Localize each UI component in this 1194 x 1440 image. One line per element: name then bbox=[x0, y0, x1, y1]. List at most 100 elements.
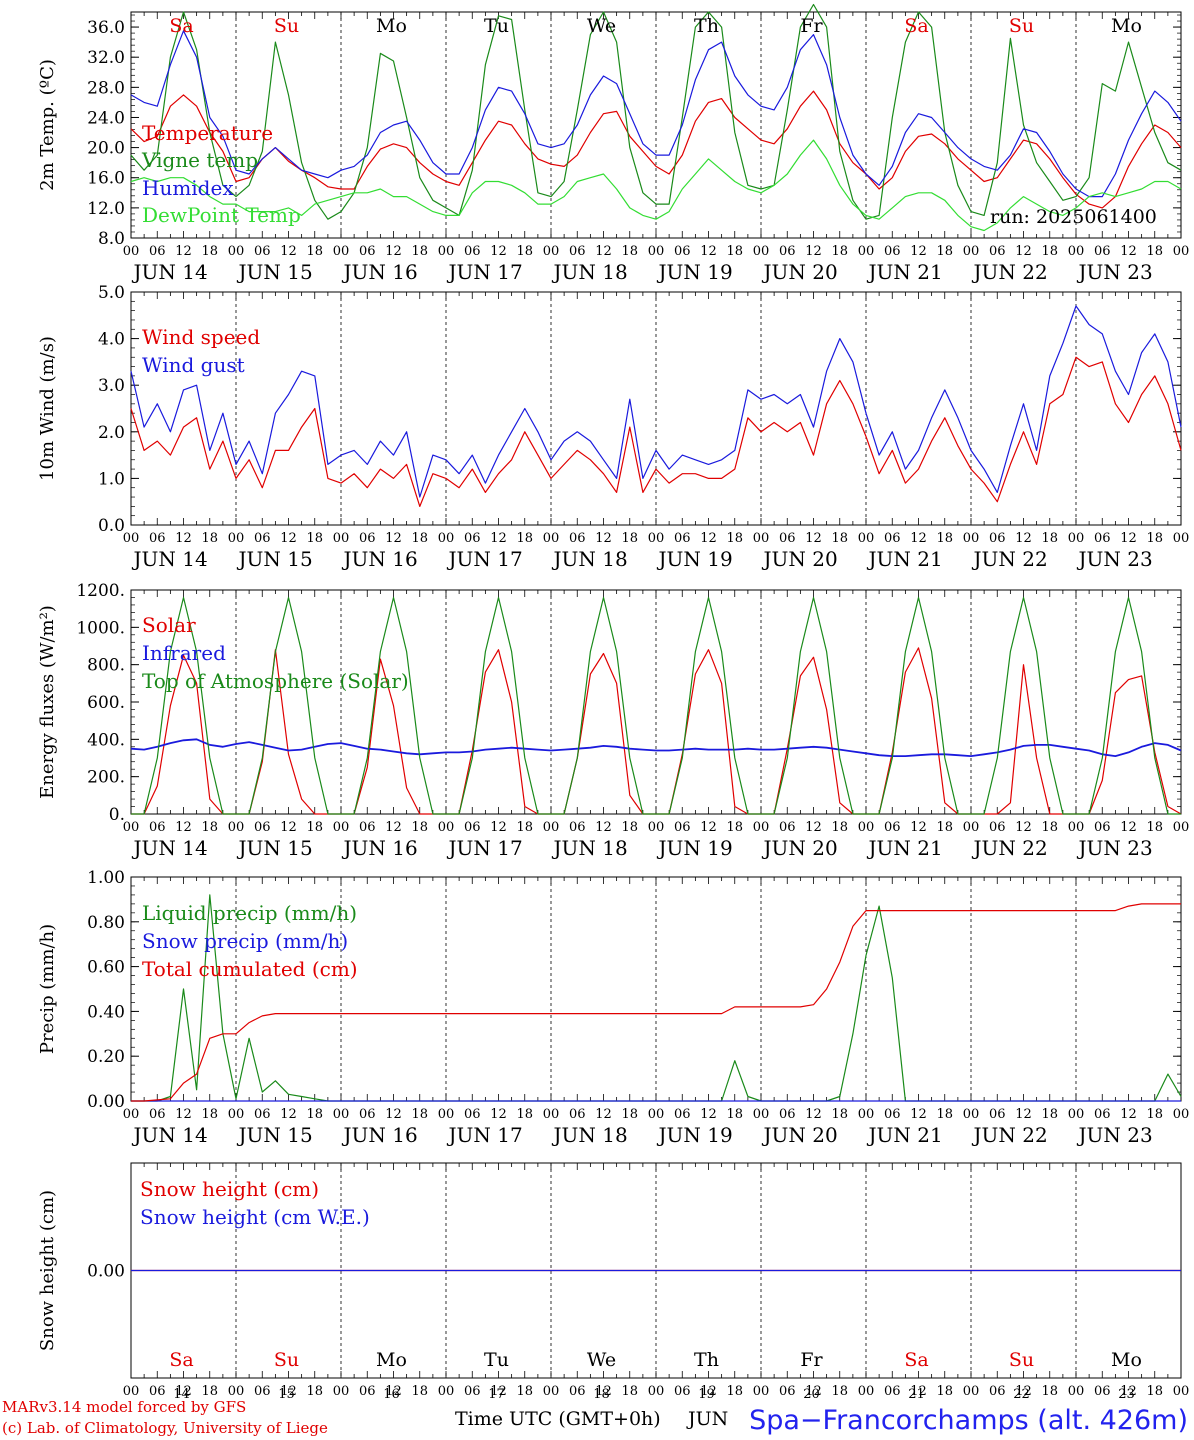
date-label: JUN 16 bbox=[342, 260, 418, 284]
hour-tick-label: 18 bbox=[201, 1384, 218, 1399]
hour-tick-label: 18 bbox=[201, 1107, 218, 1122]
y-tick-label: 400. bbox=[87, 730, 125, 750]
legend-entry: Snow height (cm) bbox=[140, 1177, 319, 1201]
hour-tick-label: 06 bbox=[674, 531, 691, 546]
day-name: Mo bbox=[1111, 1349, 1142, 1371]
hour-tick-label: 00 bbox=[123, 244, 140, 259]
date-label: JUN 22 bbox=[972, 836, 1048, 860]
date-label: JUN 20 bbox=[762, 1123, 838, 1147]
hour-tick-label: 06 bbox=[884, 244, 901, 259]
hour-tick-label: 00 bbox=[228, 1107, 245, 1122]
hour-tick-label: 00 bbox=[333, 244, 350, 259]
hour-tick-label: 06 bbox=[1094, 820, 1111, 835]
hour-tick-label: 00 bbox=[543, 1384, 560, 1399]
hour-tick-label: 06 bbox=[989, 244, 1006, 259]
y-tick-label: 0.60 bbox=[87, 958, 125, 978]
hour-tick-label: 00 bbox=[963, 1107, 980, 1122]
hour-tick-label: 18 bbox=[726, 244, 743, 259]
date-label: JUN 23 bbox=[1077, 260, 1153, 284]
series-line bbox=[130, 3, 1182, 220]
day-number: 15 bbox=[278, 1387, 295, 1402]
hour-tick-label: 12 bbox=[175, 1384, 192, 1399]
lab-credit: (c) Lab. of Climatology, University of L… bbox=[2, 1419, 328, 1437]
hour-tick-label: 12 bbox=[805, 244, 822, 259]
day-name: We bbox=[587, 1349, 616, 1371]
hour-tick-label: 18 bbox=[516, 820, 533, 835]
hour-tick-label: 00 bbox=[123, 1107, 140, 1122]
hour-tick-label: 06 bbox=[359, 531, 376, 546]
y-tick-label: 1.00 bbox=[87, 868, 125, 888]
series-line bbox=[131, 596, 1181, 815]
hour-tick-label: 12 bbox=[1120, 820, 1137, 835]
hour-tick-label: 06 bbox=[779, 1107, 796, 1122]
hour-tick-label: 00 bbox=[858, 531, 875, 546]
date-label: JUN 19 bbox=[657, 1123, 733, 1147]
y-tick-label: 24.0 bbox=[87, 108, 125, 128]
hour-tick-label: 00 bbox=[333, 820, 350, 835]
hour-tick-label: 12 bbox=[700, 244, 717, 259]
day-name: Mo bbox=[376, 15, 407, 37]
hour-tick-label: 06 bbox=[884, 531, 901, 546]
day-name: Mo bbox=[1111, 15, 1142, 37]
hour-tick-label: 06 bbox=[989, 820, 1006, 835]
day-name: Fr bbox=[800, 1349, 823, 1371]
hour-tick-label: 06 bbox=[254, 531, 271, 546]
hour-tick-label: 06 bbox=[569, 1384, 586, 1399]
hour-tick-label: 06 bbox=[779, 244, 796, 259]
hour-tick-label: 18 bbox=[936, 531, 953, 546]
hour-tick-label: 18 bbox=[936, 1107, 953, 1122]
hour-tick-label: 18 bbox=[831, 1107, 848, 1122]
hour-tick-label: 06 bbox=[149, 531, 166, 546]
hour-tick-label: 00 bbox=[123, 531, 140, 546]
hour-tick-label: 18 bbox=[621, 244, 638, 259]
date-label: JUN 16 bbox=[342, 836, 418, 860]
hour-tick-label: 00 bbox=[228, 244, 245, 259]
y-tick-label: 8.0 bbox=[98, 229, 125, 249]
hour-tick-label: 06 bbox=[569, 820, 586, 835]
date-label: JUN 14 bbox=[132, 1123, 208, 1147]
hour-tick-label: 06 bbox=[149, 1384, 166, 1399]
hour-tick-label: 18 bbox=[831, 244, 848, 259]
day-name: Th bbox=[694, 15, 719, 37]
legend-entry: Total cumulated (cm) bbox=[142, 957, 358, 981]
hour-tick-label: 00 bbox=[1173, 244, 1190, 259]
y-tick-label: 4.0 bbox=[98, 330, 125, 350]
day-number: 21 bbox=[908, 1387, 925, 1402]
hour-tick-label: 12 bbox=[805, 1107, 822, 1122]
date-label: JUN 17 bbox=[447, 836, 523, 860]
date-label: JUN 19 bbox=[657, 836, 733, 860]
hour-tick-label: 18 bbox=[726, 1107, 743, 1122]
hour-tick-label: 18 bbox=[621, 1107, 638, 1122]
hour-tick-label: 18 bbox=[831, 531, 848, 546]
hour-tick-label: 00 bbox=[123, 820, 140, 835]
legend-entry: Infrared bbox=[142, 641, 226, 665]
hour-tick-label: 12 bbox=[1015, 1107, 1032, 1122]
date-label: JUN 22 bbox=[972, 1123, 1048, 1147]
hour-tick-label: 12 bbox=[385, 531, 402, 546]
y-tick-label: 32.0 bbox=[87, 48, 125, 68]
hour-tick-label: 12 bbox=[910, 1384, 927, 1399]
hour-tick-label: 18 bbox=[306, 531, 323, 546]
day-name: Su bbox=[274, 15, 299, 37]
hour-tick-label: 12 bbox=[175, 244, 192, 259]
date-label: JUN 21 bbox=[867, 260, 943, 284]
hour-tick-label: 12 bbox=[1015, 244, 1032, 259]
legend-entry: Snow precip (mm/h) bbox=[142, 929, 348, 953]
y-tick-label: 16.0 bbox=[87, 169, 125, 189]
day-name: Su bbox=[1009, 15, 1034, 37]
hour-tick-label: 00 bbox=[438, 244, 455, 259]
hour-tick-label: 18 bbox=[411, 1107, 428, 1122]
hour-tick-label: 18 bbox=[516, 531, 533, 546]
y-tick-label: 28.0 bbox=[87, 78, 125, 98]
hour-tick-label: 12 bbox=[910, 820, 927, 835]
hour-tick-label: 12 bbox=[805, 1384, 822, 1399]
date-label: JUN 22 bbox=[972, 547, 1048, 571]
hour-tick-label: 06 bbox=[989, 1107, 1006, 1122]
legend-entry: Humidex bbox=[142, 176, 234, 200]
hour-tick-label: 18 bbox=[1041, 1384, 1058, 1399]
hour-tick-label: 12 bbox=[1120, 1107, 1137, 1122]
run-annotation: run: 2025061400 bbox=[990, 206, 1157, 228]
y-tick-label: 0.40 bbox=[87, 1002, 125, 1022]
y-tick-label: 2.0 bbox=[98, 423, 125, 443]
y-tick-label: 0.20 bbox=[87, 1047, 125, 1067]
